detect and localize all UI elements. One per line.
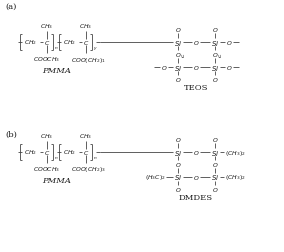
Text: $_n$: $_n$: [93, 155, 97, 162]
Text: $(CH_3)_2$: $(CH_3)_2$: [225, 173, 245, 182]
Text: (a): (a): [5, 3, 16, 11]
Text: $O$: $O$: [193, 173, 199, 181]
Text: $O$: $O$: [175, 26, 181, 34]
Text: $O$: $O$: [161, 64, 167, 72]
Text: $COOCH_3$: $COOCH_3$: [34, 165, 60, 174]
Text: $C$: $C$: [83, 148, 89, 156]
Text: PMMA: PMMA: [43, 176, 72, 184]
Text: $O$: $O$: [175, 76, 181, 84]
Text: $O$: $O$: [175, 51, 181, 59]
Text: $O$: $O$: [175, 185, 181, 193]
Text: $COOCH_3$: $COOCH_3$: [34, 55, 60, 64]
Text: (b): (b): [5, 131, 17, 138]
Text: $Si$: $Si$: [211, 148, 219, 157]
Text: $O$: $O$: [175, 160, 181, 168]
Text: $CH_2$: $CH_2$: [24, 148, 37, 157]
Text: $Si$: $Si$: [174, 148, 182, 157]
Text: $CH_2$: $CH_2$: [24, 38, 37, 47]
Text: $Si$: $Si$: [174, 63, 182, 72]
Text: $COO(CH_2)_1$: $COO(CH_2)_1$: [70, 55, 105, 64]
Text: $Si$: $Si$: [174, 173, 182, 182]
Text: TEOS: TEOS: [184, 84, 208, 92]
Text: $(CH_3)_2$: $(CH_3)_2$: [225, 148, 245, 157]
Text: $O$: $O$: [212, 185, 218, 193]
Text: $_y$: $_y$: [93, 45, 97, 52]
Text: $O$: $O$: [212, 160, 218, 168]
Text: $O$: $O$: [193, 39, 199, 47]
Text: $O$: $O$: [226, 64, 232, 72]
Text: $CH_3$: $CH_3$: [79, 22, 93, 31]
Text: DMDES: DMDES: [179, 193, 213, 201]
Text: $CH_2$: $CH_2$: [63, 148, 77, 157]
Text: $(H_3C)_2$: $(H_3C)_2$: [145, 173, 166, 182]
Text: $O$: $O$: [226, 39, 232, 47]
Text: $C$: $C$: [44, 39, 50, 47]
Text: $_n$: $_n$: [54, 46, 58, 52]
Text: $O$: $O$: [193, 64, 199, 72]
Text: $C$: $C$: [83, 39, 89, 47]
Text: PMMA: PMMA: [43, 67, 72, 75]
Text: $O$: $O$: [212, 26, 218, 34]
Text: $C$: $C$: [44, 148, 50, 156]
Text: $\cup$: $\cup$: [216, 52, 222, 60]
Text: $CH_3$: $CH_3$: [40, 132, 54, 141]
Text: $Si$: $Si$: [211, 38, 219, 47]
Text: $COO(CH_2)_3$: $COO(CH_2)_3$: [70, 165, 105, 174]
Text: $_n$: $_n$: [54, 155, 58, 162]
Text: $CH_3$: $CH_3$: [40, 22, 54, 31]
Text: $O$: $O$: [212, 76, 218, 84]
Text: $O$: $O$: [212, 51, 218, 59]
Text: $CH_3$: $CH_3$: [79, 132, 93, 141]
Text: $\cup$: $\cup$: [179, 52, 184, 60]
Text: $CH_2$: $CH_2$: [63, 38, 77, 47]
Text: $Si$: $Si$: [211, 63, 219, 72]
Text: $O$: $O$: [212, 136, 218, 143]
Text: $O$: $O$: [175, 136, 181, 143]
Text: $O$: $O$: [193, 148, 199, 156]
Text: $Si$: $Si$: [174, 38, 182, 47]
Text: $Si$: $Si$: [211, 173, 219, 182]
